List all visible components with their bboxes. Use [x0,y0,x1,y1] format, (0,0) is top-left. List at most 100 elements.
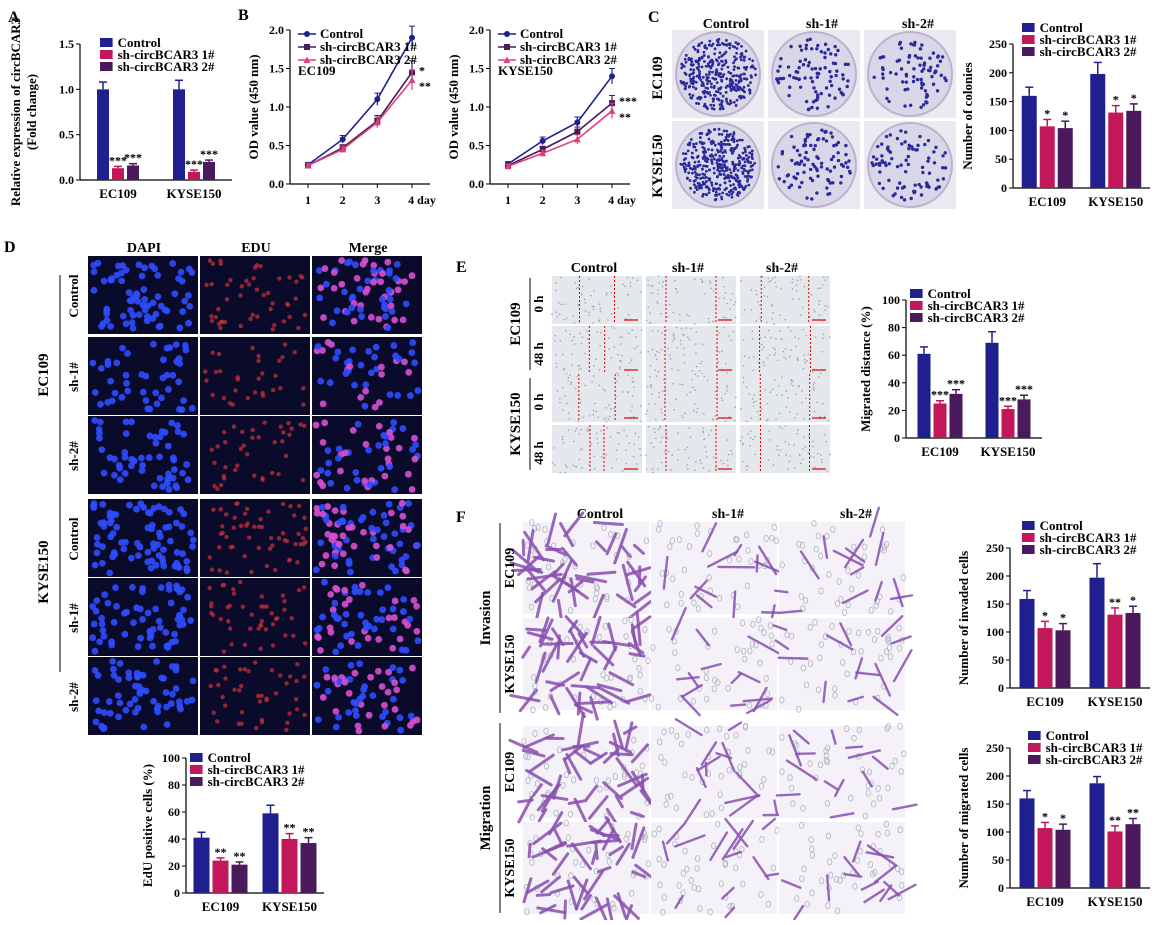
cell-nucleus [301,386,305,390]
cell-speck [733,331,735,333]
series-line [508,103,612,165]
cell-speck [611,357,613,359]
cell-speck [646,468,648,470]
cell-nucleus [130,325,137,332]
colony [744,150,747,153]
cell-nucleus [232,591,236,595]
cell-nucleus [340,504,347,511]
cell-nucleus [115,713,122,720]
colony [909,197,912,200]
colony [709,67,712,70]
cell-speck [776,445,778,447]
cell-nucleus [340,550,347,557]
bar [1090,578,1105,688]
cell-nucleus [111,472,118,479]
cell-nucleus [279,425,283,429]
cell-speck [792,288,794,290]
colony [730,171,733,174]
cell-nucleus [357,306,364,313]
cell-nucleus [375,442,382,449]
colony [826,105,829,108]
bar [1108,113,1123,188]
cell-nucleus [393,686,400,693]
cell-speck [622,284,624,286]
cell-nucleus [373,542,380,549]
colony [825,139,828,142]
cell-nucleus [148,565,155,572]
significance-mark: *** [200,147,218,161]
cell-speck [694,403,696,405]
y-axis-title: Number of migrated cells [956,748,971,889]
colony [943,76,946,79]
cell-speck [573,336,575,338]
bar [1038,828,1053,888]
cell-speck [638,436,640,438]
stained-cell [846,747,862,748]
colony [688,142,691,145]
colony [926,159,929,162]
cell-nucleus [313,566,320,573]
colony [707,177,710,180]
cell-speck [714,397,716,399]
cell-nucleus [152,390,159,397]
cell-nucleus [163,689,170,696]
cell-nucleus [140,286,147,293]
cell-nucleus [96,638,103,645]
marker [504,44,510,50]
cell-speck [792,298,794,300]
cell-nucleus [209,601,213,605]
cell-nucleus [381,301,388,308]
cell-nucleus [247,535,251,539]
cell-nucleus [242,443,246,447]
cell-speck [688,427,690,429]
colony [705,79,708,82]
colony [733,74,736,77]
colony [722,107,725,110]
cell-nucleus [168,600,175,607]
cell-nucleus [286,421,290,425]
cell-nucleus [172,563,179,570]
cell-speck [783,351,785,353]
cell-nucleus [287,558,291,562]
y-tick-label: 200 [986,569,1004,583]
colony [836,49,839,52]
cell-speck [559,313,561,315]
cell-speck [804,286,806,288]
cell-nucleus [376,399,383,406]
cell-speck [713,457,715,459]
cell-nucleus [100,725,107,732]
cell-nucleus [210,567,214,571]
cell-nucleus [211,351,215,355]
colony [941,55,944,58]
cell-speck [673,336,675,338]
cell-nucleus [167,538,174,545]
cell-speck [645,454,647,456]
cell-nucleus [368,369,375,376]
cell-nucleus [140,504,147,511]
cell-nucleus [276,472,280,476]
cell-speck [606,454,608,456]
cell-nucleus [293,542,297,546]
cell-speck [752,398,754,400]
cell-nucleus [336,541,343,548]
cell-speck [564,303,566,305]
cell-speck [795,346,797,348]
colony [735,104,738,107]
bar [1056,630,1071,688]
cell-nucleus [98,365,105,372]
colony [735,79,738,82]
cell-speck [792,381,794,383]
colony [687,149,690,152]
colony [680,66,683,69]
colony [701,168,704,171]
cell-nucleus [113,359,120,366]
cell-speck [632,377,634,379]
cell-speck [791,282,793,284]
cell-speck [669,304,671,306]
colony [728,83,731,86]
cell-speck [684,449,686,451]
colony [740,58,743,61]
cell-nucleus [261,391,265,395]
cell-nucleus [354,477,361,484]
bar [194,838,210,893]
